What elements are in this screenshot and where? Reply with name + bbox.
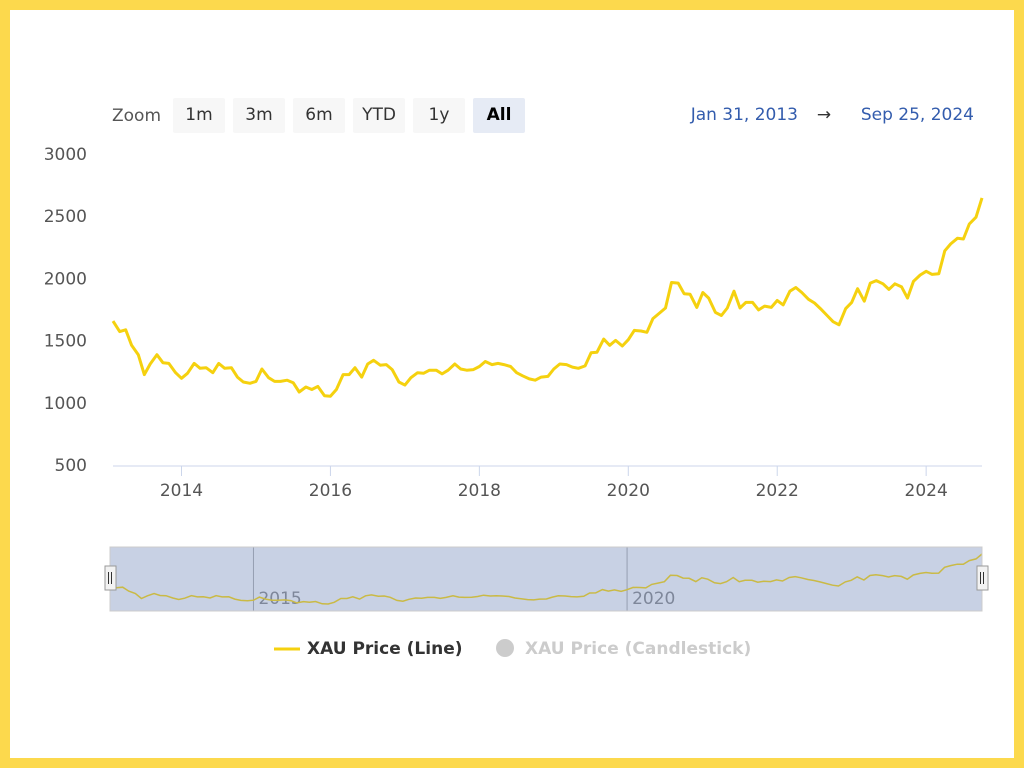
navigator-line: [109, 553, 983, 605]
price-line: [111, 197, 984, 398]
navigator-tick-label: 2020: [632, 589, 675, 609]
date-arrow: →: [817, 105, 831, 125]
zoom-button[interactable]: [293, 98, 345, 133]
x-tick-label: 2020: [607, 481, 650, 501]
navigator-bg: [110, 547, 982, 611]
legend-swatch[interactable]: [496, 639, 514, 657]
date-from[interactable]: Jan 31, 2013: [690, 105, 798, 125]
y-tick-label: 1500: [44, 332, 87, 352]
navigator-mask: [109, 546, 983, 612]
legend-label[interactable]: XAU Price (Line): [307, 639, 463, 659]
y-tick-label: 1000: [44, 394, 87, 414]
zoom-button-label[interactable]: YTD: [361, 105, 396, 125]
zoom-button-label[interactable]: All: [487, 105, 512, 125]
zoom-button-label[interactable]: 6m: [305, 105, 332, 125]
date-to[interactable]: Sep 25, 2024: [861, 105, 974, 125]
y-tick-label: 3000: [44, 145, 87, 165]
x-tick-label: 2018: [458, 481, 501, 501]
x-tick-label: 2024: [905, 481, 948, 501]
zoom-button-label[interactable]: 3m: [245, 105, 272, 125]
x-tick-label: 2014: [160, 481, 203, 501]
chart: Zoom 1m 3m 6m YTD 1y All Jan 31, 2013 → Sep 25, 2…: [44, 98, 989, 659]
zoom-button-label[interactable]: 1y: [429, 105, 450, 125]
navigator-tick-label: 2015: [258, 589, 301, 609]
y-tick-label: 2000: [44, 269, 87, 289]
zoom-button[interactable]: [413, 98, 465, 133]
legend-label[interactable]: XAU Price (Candlestick): [525, 639, 751, 659]
zoom-button[interactable]: [233, 98, 285, 133]
y-tick-label: 500: [55, 456, 87, 476]
y-tick-label: 2500: [44, 207, 87, 227]
zoom-button[interactable]: [173, 98, 225, 133]
x-tick-label: 2022: [756, 481, 799, 501]
zoom-button[interactable]: [353, 98, 405, 133]
navigator-handle[interactable]: [976, 565, 989, 591]
zoom-button-label[interactable]: 1m: [185, 105, 212, 125]
zoom-label: Zoom: [112, 106, 161, 126]
navigator-handle[interactable]: [104, 565, 117, 591]
x-tick-label: 2016: [309, 481, 352, 501]
zoom-button[interactable]: [473, 98, 525, 133]
